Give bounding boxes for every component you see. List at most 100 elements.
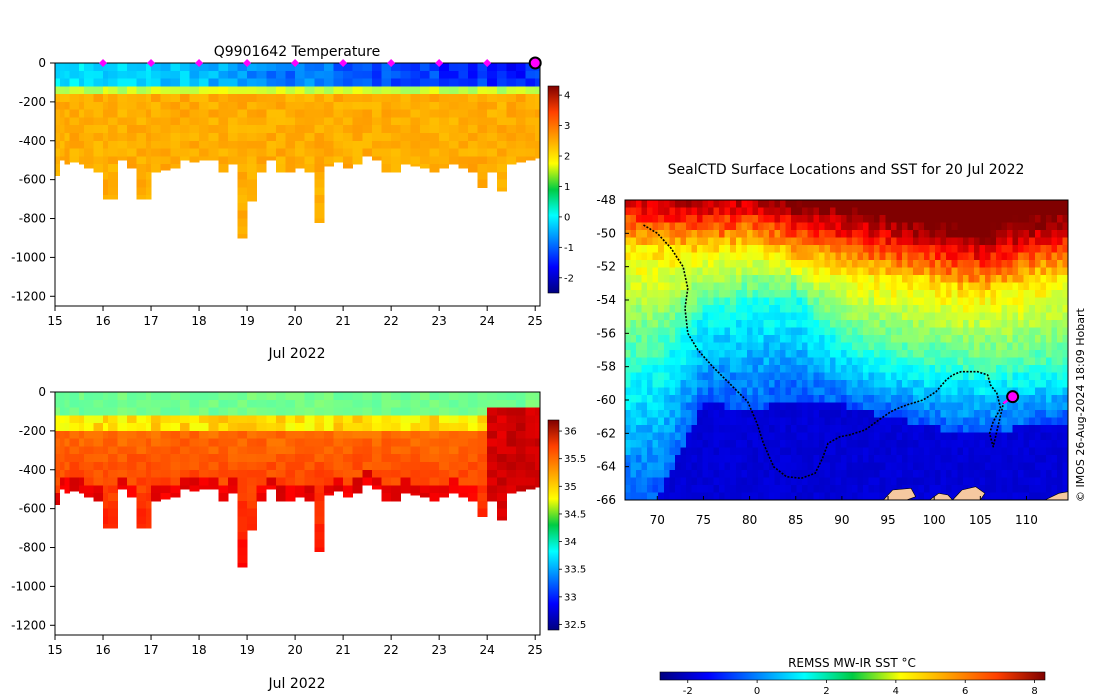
section-cell [352,477,363,486]
sst-cell [912,290,919,298]
section-cell [333,94,344,103]
sst-cell [1001,282,1008,291]
sst-cell [907,275,914,283]
sst-cell [630,237,637,246]
sst-cell [957,200,964,208]
sst-cell [685,335,692,343]
sst-cell [863,350,870,358]
section-cell [83,407,94,416]
section-cell [79,477,85,486]
section-cell [117,117,128,126]
sst-cell [863,455,870,463]
sst-cell [780,485,787,493]
section-cell [362,86,373,95]
section-cell [525,125,536,134]
section-cell [343,109,354,118]
section-cell [285,132,296,142]
section-cell [343,70,354,79]
sst-cell [752,282,759,291]
sst-cell [852,222,859,231]
sst-cell [1034,477,1041,486]
sst-cell [946,365,953,373]
sst-cell [957,260,964,268]
sst-cell [829,252,836,261]
section-cell [400,101,411,111]
section-cell [103,485,109,494]
sst-cell [1023,275,1030,283]
sst-cell [868,477,875,486]
section-cell [419,493,430,498]
section-cell [208,101,219,111]
sst-cell [702,290,709,298]
sst-cell [652,357,659,366]
sst-cell [708,335,715,343]
sst-cell [813,215,820,223]
sst-cell [708,417,715,426]
section-cell [362,438,373,447]
sst-cell [924,207,931,216]
section-cell [199,140,210,149]
section-cell [103,63,109,72]
temperature-y-axis: 0-200-400-600-800-1000-1200 [11,56,55,303]
sst-cell [685,440,692,448]
section-cell [83,446,94,455]
sst-cell [680,410,687,418]
colorbar-tick-label: 3 [564,121,570,132]
sst-cell [669,485,676,493]
section-cell [151,392,162,401]
sst-cell [1068,268,1074,276]
section-cell [314,70,325,79]
sst-cell [780,357,787,366]
section-cell [160,86,171,95]
section-cell [227,454,238,463]
sst-cell [752,410,759,418]
sst-cell [935,380,942,388]
sst-cell [802,440,809,448]
sst-cell [973,342,980,351]
section-cell [419,392,430,401]
sst-cell [768,312,776,321]
section-cell [79,148,85,157]
sst-cell [1018,387,1025,396]
section-cell [146,101,152,111]
sst-cell [658,395,665,403]
section-cell [506,101,517,111]
sst-cell [857,350,864,358]
sst-cell [1018,440,1025,448]
section-cell [496,446,507,455]
sst-cell [807,410,814,418]
sst-cell [901,297,908,306]
section-cell [227,117,238,126]
current-position-marker [1006,390,1020,404]
sst-cell [946,410,953,418]
sst-cell [669,342,676,351]
section-cell [146,493,152,502]
section-cell [199,86,210,95]
sst-cell [730,342,737,351]
sst-cell [951,402,958,411]
sst-cell [802,312,809,321]
sst-cell [708,447,715,456]
sst-cell [890,402,897,411]
section-cell [218,446,229,455]
sst-cell [724,365,731,373]
sst-cell [907,402,914,411]
section-cell [218,438,229,447]
sst-cell [757,222,764,231]
temperature-surface-markers [99,56,542,70]
sst-cell [924,245,931,253]
section-cell [237,202,248,212]
sst-cell [818,395,825,403]
sst-cell [1068,230,1074,238]
section-cell [458,164,469,169]
section-cell [419,485,430,494]
section-cell [218,392,229,401]
section-cell [487,407,498,416]
sst-cell [674,462,681,471]
sst-cell [912,267,919,276]
section-cell [218,415,229,424]
section-cell [199,430,210,440]
sst-cell [752,492,759,500]
section-cell [59,78,65,87]
section-cell [227,78,238,87]
